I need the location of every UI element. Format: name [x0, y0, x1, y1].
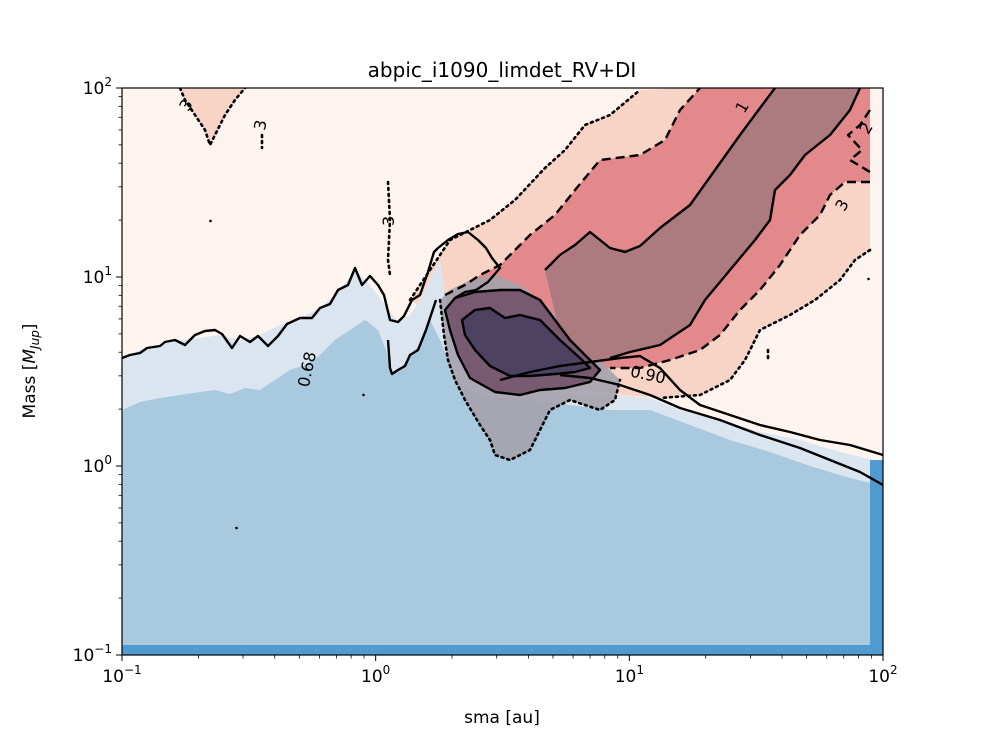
posterior-3sigma-spike [386, 180, 392, 277]
plot-area: 3 3 3 3 1 2 0.68 0.90 [122, 88, 883, 655]
isolated-mark-2 [234, 526, 239, 530]
posterior-3sigma-topleft [180, 88, 245, 145]
y-axis-label-subscript: Jup [28, 330, 42, 351]
posterior-3sigma-topleft-line [178, 88, 247, 149]
detection-limit-lower-line [559, 373, 883, 487]
axis-ticks: 10−1 100 101 102 10−1 100 101 102 [73, 75, 898, 687]
detection-limit-090-line [499, 354, 883, 457]
y-tick-label: 10−1 [73, 642, 112, 666]
rv-outer-contour-line [438, 298, 622, 462]
posterior-1sigma-region [545, 88, 860, 360]
rv-upper-line [437, 230, 502, 300]
isolated-mark-3 [361, 393, 366, 397]
y-axis-label-main: Mass [ [20, 364, 40, 419]
x-tick-label: 10−1 [102, 663, 141, 687]
x-axis-label: sma [au] [464, 708, 540, 728]
detection-limit-068-lower [386, 299, 438, 376]
y-axis-label-end: ] [20, 324, 40, 331]
posterior-3sigma-contour-line [408, 88, 872, 400]
contour-label-3-c: 3 [379, 216, 398, 226]
y-tick-label: 102 [83, 75, 112, 99]
y-tick-label: 100 [83, 453, 112, 477]
axes-frame [121, 87, 884, 656]
chart-title: abpic_i1090_limdet_RV+DI [368, 58, 637, 82]
y-axis-label-symbol: M [20, 349, 40, 364]
posterior-1sigma-contour-line [544, 88, 862, 360]
x-tick-label: 101 [615, 663, 644, 687]
x-tick-label: 100 [361, 663, 390, 687]
exclusion-strip-right [870, 460, 883, 655]
rv-inner-region [462, 308, 590, 376]
x-tick-label: 102 [868, 663, 897, 687]
y-axis-label: Mass [MJup] [20, 324, 42, 419]
posterior-2sigma-contour-line [444, 88, 870, 370]
posterior-2sigma-rightnotch [846, 109, 871, 174]
contour-label-3-b: 3 [250, 118, 270, 131]
isolated-mark-1 [208, 219, 213, 223]
exclusion-strip-bottom [122, 645, 883, 655]
detection-limit-068-line [122, 247, 439, 360]
rv-mid-contour-line [443, 288, 602, 397]
isolated-mark-4 [866, 277, 871, 281]
y-tick-label: 101 [83, 264, 112, 288]
rv-inner-contour-line [460, 306, 592, 378]
exclusion-068-region [122, 320, 883, 655]
